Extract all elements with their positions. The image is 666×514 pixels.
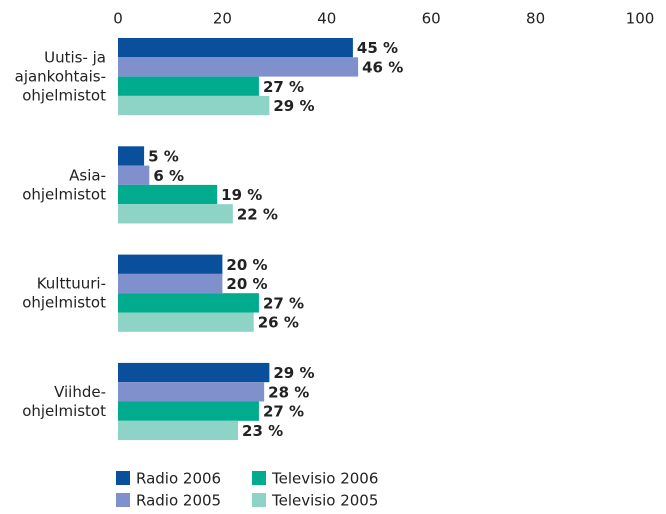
legend-label: Radio 2006 — [136, 470, 221, 488]
legend-swatch — [252, 493, 266, 507]
value-label: 27 % — [263, 403, 304, 421]
value-label: 45 % — [357, 39, 398, 57]
bar — [118, 184, 218, 205]
value-label: 29 % — [273, 97, 314, 115]
category-label: Kulttuuri-ohjelmistot — [22, 274, 106, 311]
bar — [118, 38, 353, 58]
bar — [118, 273, 223, 294]
bar — [118, 76, 259, 96]
value-label: 6 % — [153, 167, 184, 185]
legend-label: Radio 2005 — [136, 492, 221, 510]
bar — [118, 204, 233, 224]
legend-swatch — [116, 471, 130, 485]
bar — [118, 401, 259, 421]
value-label: 22 % — [237, 205, 278, 223]
x-tick-label: 100 — [626, 10, 655, 28]
value-label: 27 % — [263, 294, 304, 312]
bar — [118, 293, 259, 313]
x-tick-label: 40 — [317, 10, 336, 28]
value-label: 27 % — [263, 78, 304, 96]
bar — [118, 165, 150, 185]
x-tick-label: 60 — [422, 10, 441, 28]
bar — [118, 362, 270, 383]
legend-swatch — [252, 471, 266, 485]
bar — [118, 146, 145, 166]
value-label: 29 % — [273, 364, 314, 382]
category-label: Uutis- ja ajankohtais-ohjelmistot — [15, 48, 106, 104]
x-tick-label: 0 — [113, 10, 123, 28]
bar — [118, 420, 239, 441]
category-label: Asia-ohjelmistot — [22, 166, 106, 203]
value-label: 19 % — [221, 186, 262, 204]
x-tick-label: 20 — [213, 10, 232, 28]
value-label: 5 % — [148, 147, 179, 165]
bar — [118, 57, 359, 77]
legend-label: Televisio 2006 — [271, 470, 378, 488]
bar — [118, 254, 223, 274]
legend-label: Televisio 2005 — [271, 492, 378, 510]
value-label: 46 % — [362, 58, 403, 76]
x-tick-label: 80 — [526, 10, 545, 28]
legend-swatch — [116, 493, 130, 507]
bar — [118, 382, 265, 402]
category-label: Viihde-ohjelmistot — [22, 383, 106, 420]
value-label: 20 % — [226, 256, 267, 274]
value-label: 20 % — [226, 275, 267, 293]
value-label: 26 % — [258, 314, 299, 332]
bar — [118, 312, 254, 332]
value-label: 23 % — [242, 422, 283, 440]
bar — [118, 95, 270, 116]
value-label: 28 % — [268, 383, 309, 401]
